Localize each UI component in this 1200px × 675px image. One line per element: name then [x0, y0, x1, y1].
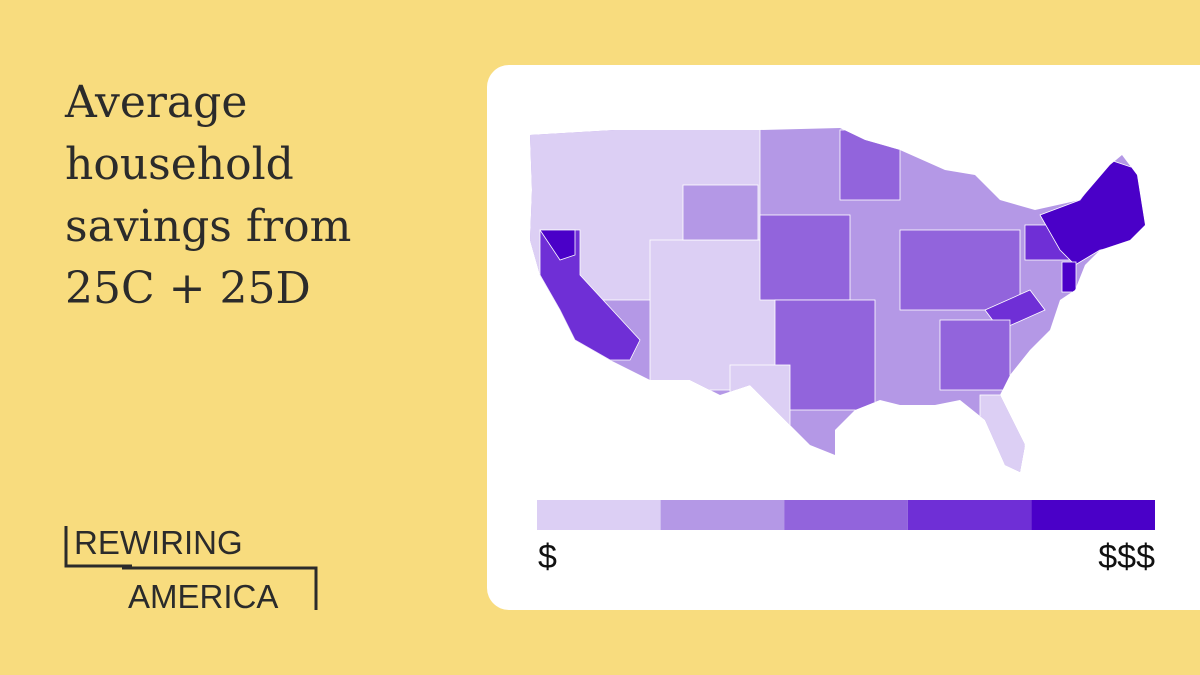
legend-high-label: $$$	[1098, 538, 1155, 576]
region	[539, 229, 641, 361]
legend-low-label: $	[538, 538, 557, 576]
legend-swatch	[537, 500, 661, 530]
legend-swatch	[907, 500, 1032, 530]
region	[729, 364, 791, 446]
map-regions	[530, 128, 1145, 472]
logo: REWIRING AMERICA	[64, 524, 318, 615]
region	[682, 184, 759, 241]
legend-swatch	[660, 500, 785, 530]
region	[539, 229, 576, 261]
region	[759, 214, 851, 301]
legend: $ $$$	[537, 500, 1155, 576]
region	[774, 299, 876, 411]
region	[979, 394, 1026, 472]
logo-text: REWIRING	[74, 524, 243, 561]
logo-text: AMERICA	[128, 578, 278, 615]
region	[939, 319, 1011, 391]
title: Average household savings from 25C + 25D	[65, 77, 352, 314]
legend-swatch	[784, 500, 908, 530]
logo-bracket	[64, 526, 132, 568]
region	[1061, 261, 1077, 293]
legend-swatch	[1031, 500, 1155, 530]
logo-bracket	[122, 566, 318, 610]
region	[899, 229, 1021, 311]
region	[839, 129, 901, 201]
